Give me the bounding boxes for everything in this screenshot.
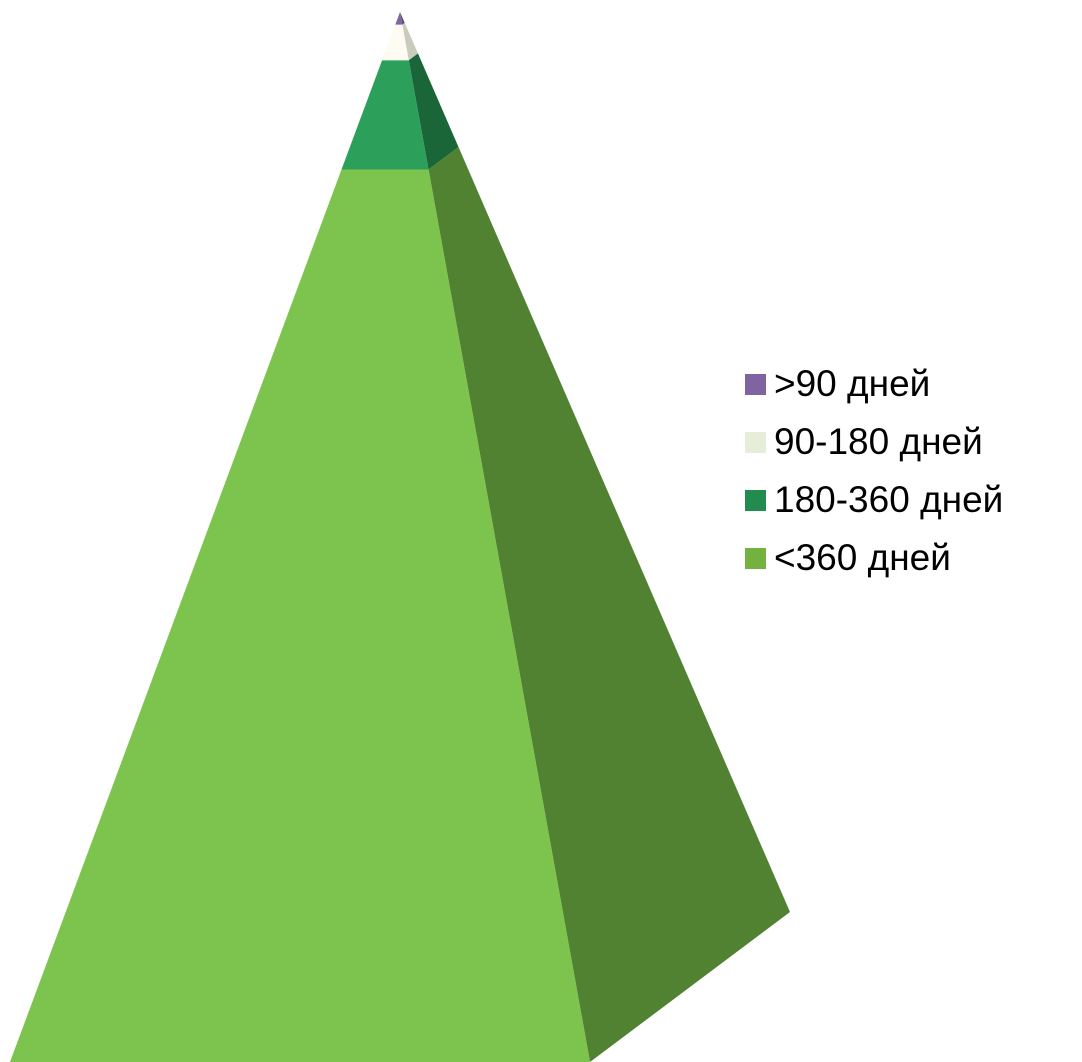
legend-label-0: >90 дней	[774, 363, 931, 404]
pyramid-segment-front-1	[382, 24, 409, 61]
legend-swatch-2	[745, 489, 766, 511]
legend-label-1: 90-180 дней	[774, 421, 983, 462]
pyramid-segment-front-3	[10, 169, 590, 1062]
legend-item-3: <360 дней	[745, 536, 1003, 580]
pyramid-segment-front-0	[395, 12, 403, 25]
pyramid-segment-side-0	[400, 12, 405, 25]
legend-swatch-0	[745, 373, 766, 395]
legend-item-1: 90-180 дней	[745, 420, 1003, 464]
legend-item-0: >90 дней	[745, 362, 1003, 406]
pyramid-segment-side-3	[428, 147, 790, 1062]
legend-label-3: <360 дней	[774, 537, 951, 578]
legend-label-2: 180-360 дней	[774, 479, 1004, 520]
legend-swatch-3	[745, 547, 766, 569]
legend-item-2: 180-360 дней	[745, 478, 1003, 522]
chart-legend: >90 дней 90-180 дней 180-360 дней <360 д…	[745, 362, 1003, 594]
pyramid-segment-front-2	[341, 60, 429, 170]
legend-swatch-1	[745, 431, 766, 453]
pyramid-segment-side-1	[402, 22, 418, 61]
pyramid-segment-side-2	[408, 53, 459, 170]
